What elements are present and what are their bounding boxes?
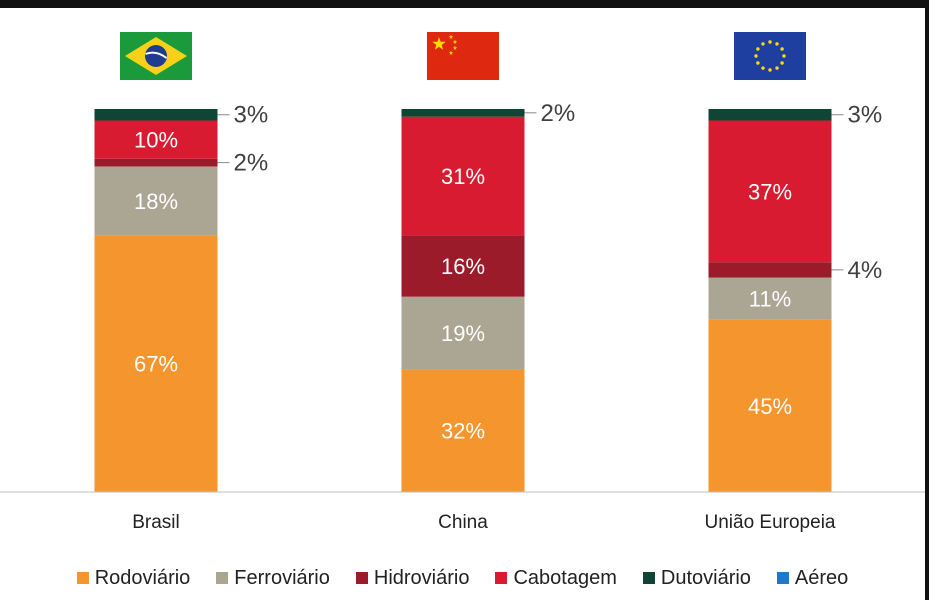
bars-layer <box>94 109 832 492</box>
data-label: 67% <box>134 352 178 377</box>
data-label: 2% <box>234 150 269 177</box>
data-label: 10% <box>134 128 178 153</box>
bar-segment-ferroviário-0 <box>94 166 218 236</box>
category-labels: Brasil China União Europeia <box>132 512 836 533</box>
legend-swatch <box>355 572 368 584</box>
legend: Rodoviário Ferroviário Hidroviário Cabotage… <box>0 564 925 592</box>
bar-segment-cabotagem-0 <box>94 120 218 159</box>
legend-item: Ferroviário <box>216 567 330 590</box>
category-label: União Europeia <box>705 512 836 533</box>
data-label: 18% <box>134 189 178 214</box>
legend-label: Dutoviário <box>660 566 751 589</box>
flags-layer <box>120 32 806 80</box>
legend-item: Cabotagem <box>495 566 617 590</box>
data-label: 16% <box>441 254 485 279</box>
legend-swatch <box>216 572 229 584</box>
brazil-flag <box>120 32 192 80</box>
chart-frame: 67% 18% 2% 10% 3% 32% 19% 16% 31% 2% 45% 11% 4% 37% 3%… <box>0 8 925 600</box>
bar-segment-ferroviário-2 <box>708 277 832 320</box>
legend-label: Hidroviário <box>373 566 470 589</box>
bar-segment-hidroviário-1 <box>401 235 525 297</box>
category-label: China <box>438 512 488 533</box>
legend-swatch <box>776 572 789 584</box>
legend-item: Dutoviário <box>642 566 751 590</box>
legend-swatch <box>76 572 89 584</box>
legend-label: Rodoviário <box>94 566 191 589</box>
bar-segment-cabotagem-2 <box>708 120 832 263</box>
data-label: 2% <box>541 100 576 127</box>
bar-segment-hidroviário-2 <box>708 262 832 278</box>
data-label: 4% <box>848 257 883 284</box>
data-label: 3% <box>234 102 269 129</box>
legend-label: Ferroviário <box>234 566 330 589</box>
bar-segment-rodoviário-0 <box>94 235 218 492</box>
data-label: 31% <box>441 164 485 189</box>
bar-segment-hidroviário-0 <box>94 158 218 167</box>
category-label: Brasil <box>132 512 180 533</box>
bar-segment-cabotagem-1 <box>401 116 525 236</box>
legend-swatch <box>495 572 508 584</box>
bar-segment-rodoviário-2 <box>708 319 832 492</box>
data-label: 32% <box>441 419 485 444</box>
data-label: 3% <box>848 102 883 129</box>
data-label: 19% <box>441 321 485 346</box>
data-label: 11% <box>749 287 791 312</box>
bar-segment-dutoviário-1 <box>401 109 525 117</box>
labels-layer: 67% 18% 2% 10% 3% 32% 19% 16% 31% 2% 45% 11% 4% 37% 3% <box>134 100 882 444</box>
bar-segment-ferroviário-1 <box>401 296 525 370</box>
bar-segment-dutoviário-0 <box>94 109 218 121</box>
legend-swatch <box>642 572 655 584</box>
legend-label: Aéreo <box>794 566 849 589</box>
data-label: 45% <box>748 394 792 419</box>
legend-item: Hidroviário <box>355 566 470 590</box>
legend-item: Rodoviário <box>76 566 191 590</box>
stacked-bar-chart: 67% 18% 2% 10% 3% 32% 19% 16% 31% 2% 45% 11% 4% 37% 3%… <box>0 32 925 533</box>
data-label: 37% <box>748 179 792 204</box>
legend-item: Aéreo <box>776 566 849 590</box>
china-flag <box>427 32 499 80</box>
bar-segment-rodoviário-1 <box>401 369 525 492</box>
eu-flag <box>734 32 806 80</box>
legend-label: Cabotagem <box>513 566 617 589</box>
bar-segment-dutoviário-2 <box>708 109 832 121</box>
